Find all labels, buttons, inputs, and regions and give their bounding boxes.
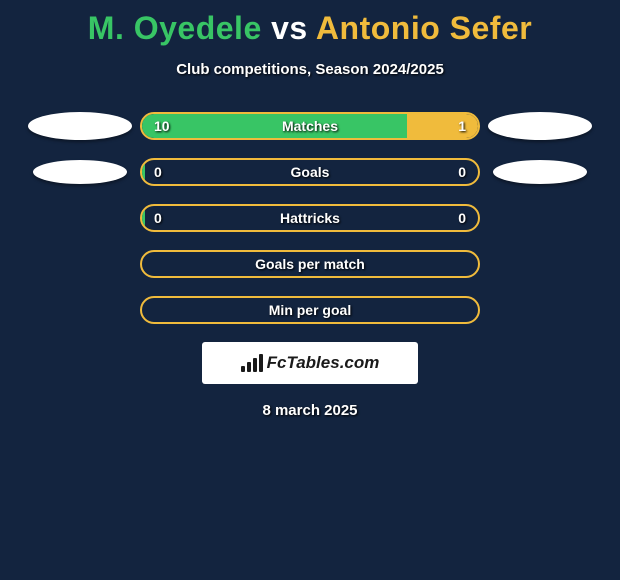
right-logo-slot (480, 112, 600, 140)
player2-name: Antonio Sefer (316, 10, 532, 46)
stats-container: 101Matches 00Goals 00Hattricks Goals per ma… (0, 112, 620, 324)
right-logo-slot (480, 160, 600, 184)
vs-text: vs (271, 10, 308, 46)
subtitle: Club competitions, Season 2024/2025 (0, 61, 620, 78)
stat-row: 00Hattricks (0, 204, 620, 232)
stat-row: Goals per match (0, 250, 620, 278)
stat-bar: 00Hattricks (140, 204, 480, 232)
left-logo-slot (20, 112, 140, 140)
site-logo[interactable]: FcTables.com (202, 342, 418, 384)
stat-label: Min per goal (142, 298, 478, 322)
stat-row: 101Matches (0, 112, 620, 140)
stat-bar: Goals per match (140, 250, 480, 278)
left-logo-slot (20, 160, 140, 184)
date-text: 8 march 2025 (0, 402, 620, 419)
bar-chart-icon (241, 354, 263, 372)
stat-row: 00Goals (0, 158, 620, 186)
stat-label: Matches (142, 114, 478, 138)
team-logo-icon (33, 160, 127, 184)
stat-label: Goals (142, 160, 478, 184)
stat-bar: 00Goals (140, 158, 480, 186)
player1-name: M. Oyedele (88, 10, 262, 46)
team-logo-icon (493, 160, 587, 184)
stat-row: Min per goal (0, 296, 620, 324)
stat-label: Goals per match (142, 252, 478, 276)
comparison-title: M. Oyedele vs Antonio Sefer (0, 0, 620, 47)
stat-label: Hattricks (142, 206, 478, 230)
team-logo-icon (488, 112, 592, 140)
team-logo-icon (28, 112, 132, 140)
site-logo-text: FcTables.com (267, 353, 380, 373)
stat-bar: Min per goal (140, 296, 480, 324)
stat-bar: 101Matches (140, 112, 480, 140)
